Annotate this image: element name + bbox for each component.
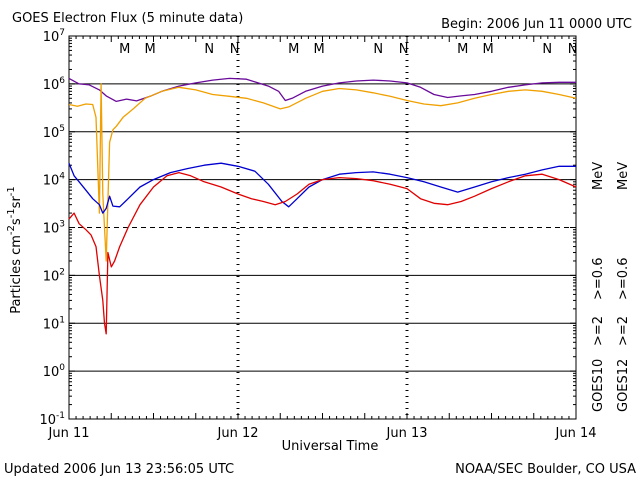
credit-text: NOAA/SEC Boulder, CO USA bbox=[455, 462, 636, 477]
y-tick-label-5: 105 bbox=[43, 124, 65, 141]
x-tick-label-3: Jun 14 bbox=[555, 426, 597, 441]
y-tick-label-3: 103 bbox=[43, 220, 65, 237]
series-goes12-ge06 bbox=[68, 83, 577, 262]
legend-unit-label-2: MeV bbox=[616, 162, 631, 190]
marker-2: N bbox=[204, 42, 214, 57]
marker-5: M bbox=[314, 42, 325, 57]
marker-10: N bbox=[542, 42, 552, 57]
y-tick-label-1: 101 bbox=[43, 315, 65, 332]
y-tick-label-2: 102 bbox=[43, 267, 65, 284]
y-axis-label-text: Particles cm-2s-1sr-1 bbox=[6, 186, 24, 314]
legend-goes10-label: GOES10 bbox=[591, 359, 606, 412]
y-axis-label: Particles cm-2s-1sr-1 bbox=[6, 186, 24, 314]
y-tick-label--1: 10-1 bbox=[39, 411, 65, 428]
marker-7: N bbox=[399, 42, 409, 57]
y-tick-label-0: 100 bbox=[43, 363, 66, 380]
x-axis-ticks: Jun 11 Jun 12 Jun 13 Jun 14 bbox=[48, 36, 597, 441]
marker-6: N bbox=[373, 42, 383, 57]
x-tick-label-2: Jun 13 bbox=[386, 426, 428, 441]
legend-unit-label: MeV bbox=[591, 162, 606, 190]
series-goes12-ge2 bbox=[68, 171, 577, 335]
series-goes10-ge2 bbox=[68, 162, 576, 214]
legend-goes12: GOES12 >=2 >=0.6 MeV bbox=[616, 162, 631, 412]
marker-8: M bbox=[457, 42, 468, 57]
legend-goes12-ge06: >=0.6 bbox=[616, 258, 631, 300]
y-axis-ticks: 107 106 105 104 103 102 101 100 10-1 bbox=[39, 28, 576, 428]
begin-time: Begin: 2006 Jun 11 0000 UTC bbox=[441, 17, 632, 32]
legend-goes12-label: GOES12 bbox=[616, 359, 631, 412]
chart-title: GOES Electron Flux (5 minute data) bbox=[12, 11, 243, 26]
series-goes10-ge06 bbox=[68, 77, 576, 103]
data-series bbox=[68, 77, 577, 335]
legend-goes10-ge2: >=2 bbox=[591, 316, 606, 346]
marker-4: M bbox=[288, 42, 299, 57]
legend-goes10: GOES10 >=2 >=0.6 MeV bbox=[591, 162, 606, 412]
marker-1: M bbox=[145, 42, 156, 57]
marker-11: N bbox=[568, 42, 578, 57]
y-tick-label-4: 104 bbox=[43, 172, 66, 189]
legend-goes12-ge2: >=2 bbox=[616, 316, 631, 346]
marker-9: M bbox=[483, 42, 494, 57]
marker-0: M bbox=[119, 42, 130, 57]
updated-timestamp: Updated 2006 Jun 13 23:56:05 UTC bbox=[4, 462, 234, 477]
x-tick-label-1: Jun 12 bbox=[217, 426, 259, 441]
y-tick-label-6: 106 bbox=[43, 76, 66, 93]
grid-lines bbox=[69, 83, 576, 372]
legend-goes10-ge06: >=0.6 bbox=[591, 258, 606, 300]
y-tick-label-7: 107 bbox=[43, 28, 65, 45]
marker-3: N bbox=[230, 42, 240, 57]
x-axis-label: Universal Time bbox=[282, 439, 379, 454]
x-tick-label-0: Jun 11 bbox=[48, 426, 90, 441]
